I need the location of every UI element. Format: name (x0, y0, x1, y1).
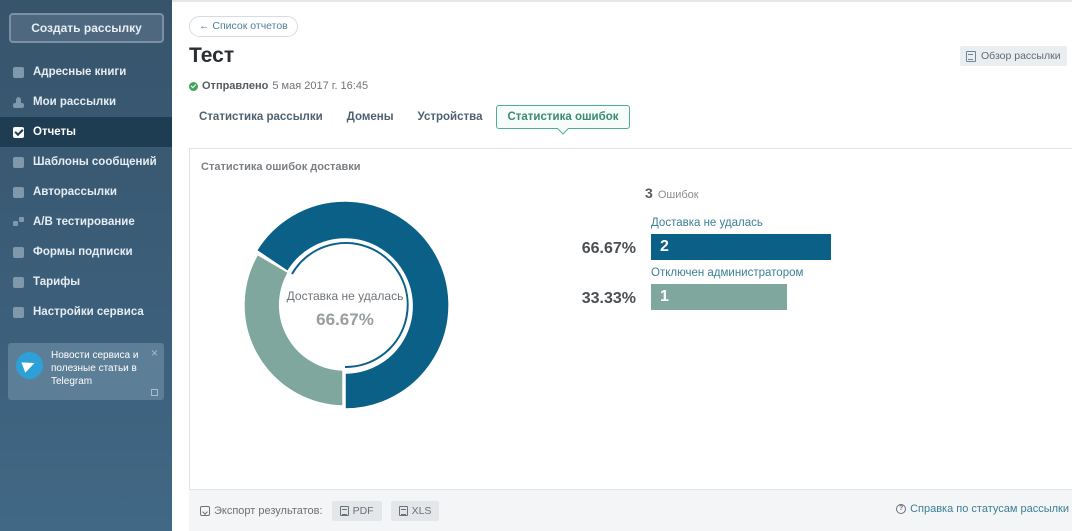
total-errors: 3 Ошибок (645, 185, 699, 201)
upload-icon (13, 96, 24, 108)
export-pdf-button[interactable]: PDF (331, 501, 382, 521)
template-icon (13, 156, 24, 168)
sidebar-item-label: A/B тестирование (33, 216, 135, 228)
send-status: Отправлено 5 мая 2017 г. 16:45 (189, 80, 368, 92)
external-link-icon[interactable] (151, 389, 158, 396)
telegram-icon (16, 352, 43, 379)
create-campaign-button[interactable]: Создать рассылку (9, 13, 164, 43)
check-circle-icon (189, 81, 198, 91)
sidebar-item-templates[interactable]: Шаблоны сообщений (0, 147, 172, 177)
status-label: Отправлено (202, 80, 269, 92)
error-row-name[interactable]: Доставка не удалась (651, 217, 763, 229)
sidebar-item-my-campaigns[interactable]: Мои рассылки (0, 87, 172, 117)
tab-devices[interactable]: Устройства (417, 111, 483, 123)
checkbox-icon (13, 126, 24, 138)
sidebar-item-label: Формы подписки (33, 246, 133, 258)
total-errors-count: 3 (645, 185, 653, 201)
tab-campaign-stats[interactable]: Статистика рассылки (199, 111, 323, 123)
sidebar-item-autoresponders[interactable]: Авторассылки (0, 177, 172, 207)
donut-center-value: 66.67% (316, 310, 374, 329)
donut-center-label: Доставка не удалась (286, 289, 404, 303)
export-label: Экспорт результатов: (214, 505, 323, 517)
status-help-link[interactable]: ? Справка по статусам рассылки (896, 503, 1069, 515)
sidebar-item-label: Настройки сервиса (33, 306, 144, 318)
error-row-bar[interactable]: 1 (651, 284, 787, 310)
close-icon[interactable]: × (150, 346, 158, 360)
top-divider (172, 0, 1072, 2)
error-row-name[interactable]: Отключен администратором (651, 267, 804, 279)
question-circle-icon: ? (896, 504, 907, 514)
export-pdf-label: PDF (352, 505, 374, 517)
address-book-icon (13, 66, 24, 78)
telegram-promo-card[interactable]: Новости сервиса и полезные статьи в Tele… (8, 343, 164, 400)
sidebar-item-ab-testing[interactable]: A/B тестирование (0, 207, 172, 237)
telegram-promo-text: Новости сервиса и полезные статьи в Tele… (51, 350, 139, 387)
export-section: Экспорт результатов: PDF XLS (200, 501, 440, 521)
report-tabs: Статистика рассылки Домены Устройства Ст… (189, 105, 634, 129)
sidebar-item-address-books[interactable]: Адресные книги (0, 57, 172, 87)
donut-hover-arc (291, 242, 409, 369)
sidebar-item-label: Авторассылки (33, 186, 117, 198)
autoresponder-icon (13, 186, 24, 198)
error-row-percent: 66.67% (581, 240, 636, 257)
sidebar-item-reports[interactable]: Отчеты (0, 117, 172, 147)
sidebar-item-subscribe-forms[interactable]: Формы подписки (0, 237, 172, 267)
wallet-icon (13, 276, 24, 288)
download-icon (200, 506, 210, 516)
tab-domains[interactable]: Домены (346, 111, 394, 123)
ab-test-icon (13, 216, 24, 228)
export-xls-button[interactable]: XLS (390, 501, 440, 521)
donut-slice-delivery-failed[interactable] (255, 200, 450, 410)
document-icon (398, 506, 408, 516)
campaign-overview-button[interactable]: Обзор рассылки (960, 46, 1067, 66)
sidebar: Создать рассылку Адресные книги Мои расс… (0, 0, 172, 531)
back-to-reports-link[interactable]: ← Список отчетов (189, 16, 298, 37)
error-row-bar[interactable]: 2 (651, 234, 831, 260)
sidebar-item-label: Отчеты (33, 126, 76, 138)
sidebar-item-settings[interactable]: Настройки сервиса (0, 297, 172, 327)
status-date: 5 мая 2017 г. 16:45 (272, 80, 369, 92)
sidebar-item-label: Мои рассылки (33, 96, 117, 108)
donut-slice-disabled-by-admin[interactable] (243, 253, 344, 407)
card-title: Статистика ошибок доставки (201, 161, 361, 173)
sidebar-item-label: Тарифы (33, 276, 81, 288)
error-stats-card: Статистика ошибок доставки (189, 148, 1072, 490)
export-xls-label: XLS (411, 505, 432, 517)
tab-error-stats[interactable]: Статистика ошибок (496, 105, 630, 129)
sidebar-item-tariffs[interactable]: Тарифы (0, 267, 172, 297)
document-icon (966, 50, 976, 62)
settings-icon (13, 306, 24, 318)
sidebar-item-label: Шаблоны сообщений (33, 156, 157, 168)
sidebar-nav: Адресные книги Мои рассылки Отчеты Шабло… (0, 57, 172, 327)
status-help-label: Справка по статусам рассылки (910, 503, 1069, 515)
document-icon (339, 506, 349, 516)
sidebar-item-label: Адресные книги (33, 66, 127, 78)
campaign-overview-label: Обзор рассылки (981, 50, 1061, 62)
total-errors-label: Ошибок (657, 189, 699, 201)
page-title: Тест (189, 44, 235, 67)
subscribe-form-icon (13, 246, 24, 258)
error-donut-chart[interactable] (240, 197, 452, 413)
card-footer: Экспорт результатов: PDF XLS ? Справка п… (189, 490, 1072, 531)
error-row-percent: 33.33% (581, 290, 636, 307)
